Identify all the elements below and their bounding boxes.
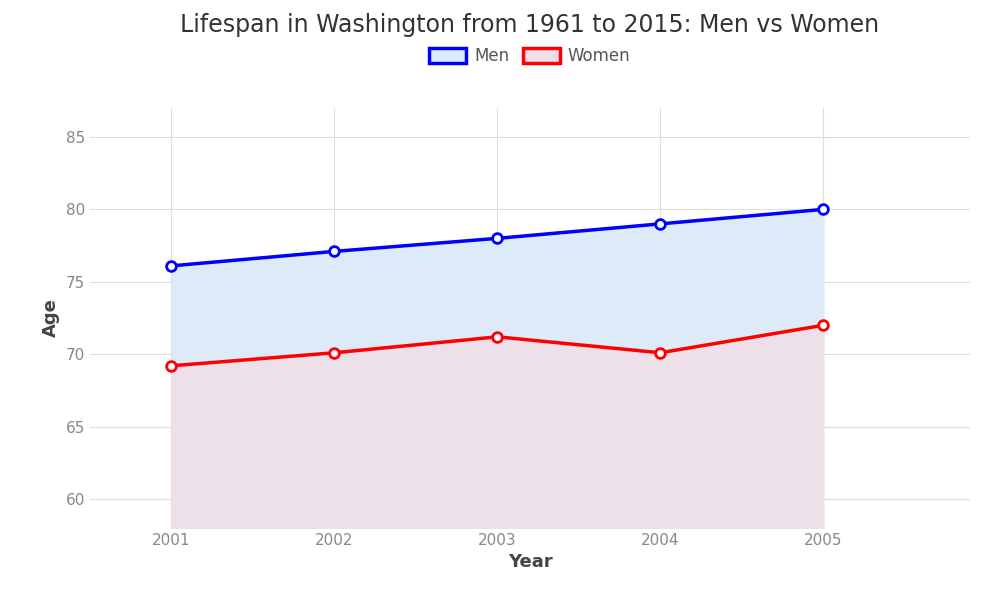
Y-axis label: Age: Age: [42, 299, 60, 337]
X-axis label: Year: Year: [508, 553, 552, 571]
Legend: Men, Women: Men, Women: [423, 41, 637, 72]
Title: Lifespan in Washington from 1961 to 2015: Men vs Women: Lifespan in Washington from 1961 to 2015…: [180, 13, 880, 37]
